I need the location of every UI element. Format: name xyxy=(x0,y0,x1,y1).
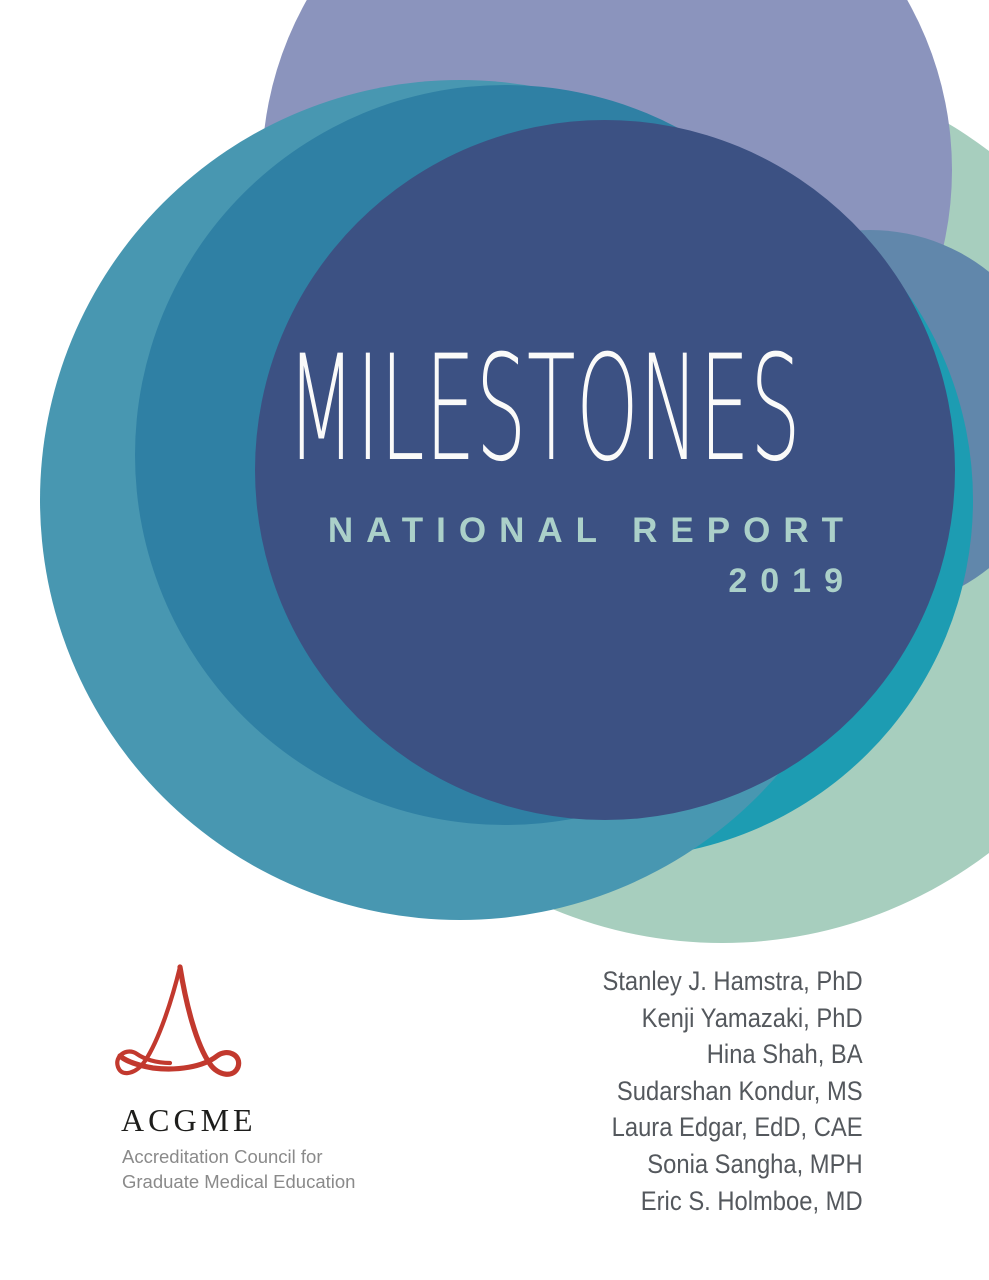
navy-circle xyxy=(255,120,955,820)
author-line: Sudarshan Kondur, MS xyxy=(617,1075,863,1106)
acgme-tagline-line2: Graduate Medical Education xyxy=(122,1170,356,1192)
acgme-a-right-stroke xyxy=(117,964,242,1077)
author-line: Sonia Sangha, MPH xyxy=(647,1148,863,1179)
author-list: Stanley J. Hamstra, PhD Kenji Yamazaki, … xyxy=(603,963,863,1219)
author-line: Hina Shah, BA xyxy=(707,1039,863,1070)
report-year: 2019 xyxy=(728,562,856,600)
acgme-acronym: ACGME xyxy=(121,1102,257,1138)
author-line: Eric S. Holmboe, MD xyxy=(641,1185,863,1216)
acgme-tagline-line1: Accreditation Council for xyxy=(122,1146,323,1167)
author-line: Stanley J. Hamstra, PhD xyxy=(602,966,863,996)
acgme-a-icon xyxy=(115,964,242,1077)
author-line: Laura Edgar, EdD, CAE xyxy=(612,1112,863,1143)
acgme-tagline: Accreditation Council for Graduate Medic… xyxy=(122,1145,373,1194)
acgme-logo: ACGME Accreditation Council for Graduate… xyxy=(113,964,373,1194)
report-subtitle: NATIONAL REPORT xyxy=(327,511,856,550)
report-title: MILESTONES xyxy=(287,324,802,494)
author-line: Kenji Yamazaki, PhD xyxy=(642,1002,863,1033)
acgme-a-left-stroke xyxy=(115,964,183,1076)
